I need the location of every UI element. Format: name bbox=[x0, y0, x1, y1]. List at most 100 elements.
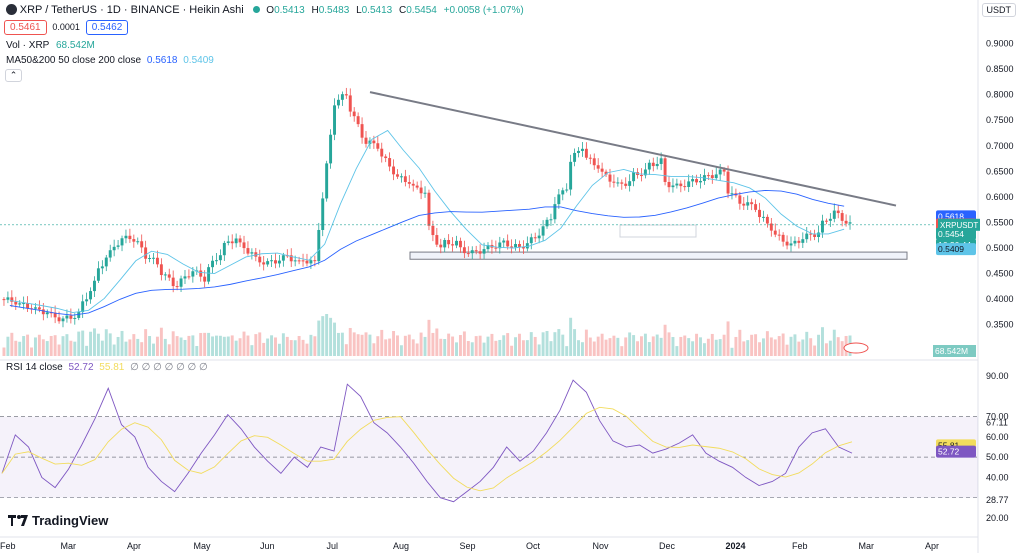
rsi-tick-label: 40.00 bbox=[986, 472, 1009, 482]
candle-body bbox=[270, 260, 274, 262]
candle-body bbox=[679, 183, 683, 187]
price-tick-label: 0.6000 bbox=[986, 192, 1014, 202]
volume-bar bbox=[344, 344, 348, 356]
price-tick-label: 0.9000 bbox=[986, 39, 1014, 49]
volume-bar bbox=[199, 332, 203, 356]
candle-body bbox=[553, 204, 557, 220]
candle-body bbox=[81, 301, 85, 313]
candle-body bbox=[832, 210, 836, 219]
volume-bar bbox=[396, 335, 399, 356]
volume-bar bbox=[821, 327, 824, 356]
volume-bar bbox=[234, 340, 238, 356]
candle-body bbox=[462, 247, 466, 254]
buy-button[interactable]: 0.5462 bbox=[85, 20, 129, 35]
volume-bar bbox=[226, 336, 230, 356]
candle-body bbox=[663, 158, 667, 182]
candle-body bbox=[61, 318, 65, 322]
ohlc-close: 0.5454 bbox=[406, 5, 437, 16]
volume-bar bbox=[439, 338, 443, 356]
candle-body bbox=[608, 174, 612, 182]
volume-bar bbox=[761, 338, 765, 356]
volume-bar bbox=[6, 336, 10, 356]
candle-body bbox=[309, 260, 313, 264]
price-tick-label: 0.4000 bbox=[986, 294, 1014, 304]
symbol-title[interactable]: XRP / TetherUS · 1D · BINANCE · Heikin A… bbox=[19, 4, 244, 16]
candle-body bbox=[171, 277, 175, 287]
candle-body bbox=[73, 317, 77, 319]
candle-body bbox=[207, 267, 211, 282]
volume-bar bbox=[706, 338, 710, 356]
volume-bar bbox=[742, 341, 746, 356]
volume-bar bbox=[824, 343, 828, 356]
volume-bar bbox=[573, 329, 577, 356]
candle-body bbox=[104, 257, 108, 267]
candle-body bbox=[785, 241, 789, 246]
volume-bar bbox=[683, 335, 687, 356]
candle-body bbox=[584, 148, 588, 158]
candle-body bbox=[112, 246, 116, 251]
candle-body bbox=[218, 255, 222, 261]
candle-body bbox=[96, 268, 100, 281]
candle-body bbox=[671, 185, 675, 188]
tradingview-logo[interactable]: TradingView bbox=[8, 513, 108, 528]
candle-body bbox=[376, 143, 380, 149]
volume-bar bbox=[553, 332, 557, 356]
candle-body bbox=[85, 299, 89, 302]
volume-bar bbox=[584, 329, 588, 356]
candle-body bbox=[533, 237, 537, 239]
currency-button[interactable]: USDT bbox=[981, 3, 1016, 17]
ma-legend[interactable]: MA50&200 50 close 200 close 0.5618 0.540… bbox=[6, 55, 214, 66]
volume-bar bbox=[144, 329, 148, 356]
candle-body bbox=[124, 235, 128, 239]
candle-body bbox=[510, 246, 514, 248]
volume-bar bbox=[502, 335, 506, 356]
volume-bar bbox=[380, 329, 384, 356]
rsi-legend[interactable]: RSI 14 close 52.72 55.81 ∅ ∅ ∅ ∅ ∅ ∅ ∅ bbox=[6, 362, 208, 373]
sell-button[interactable]: 0.5461 bbox=[4, 20, 47, 35]
ma50-line bbox=[9, 129, 845, 313]
candle-body bbox=[557, 194, 561, 205]
candle-body bbox=[651, 162, 655, 167]
volume-bar bbox=[336, 332, 340, 356]
volume-bar bbox=[238, 338, 242, 356]
volume-bar bbox=[699, 337, 702, 356]
volume-bar bbox=[561, 334, 565, 356]
candle-body bbox=[364, 137, 368, 144]
candle-body bbox=[521, 246, 525, 249]
volume-bar bbox=[718, 339, 722, 356]
volume-bar bbox=[171, 331, 175, 356]
candle-body bbox=[643, 169, 647, 176]
volume-bar bbox=[832, 329, 836, 356]
volume-bar bbox=[482, 342, 486, 356]
volume-bar bbox=[640, 336, 643, 356]
candle-body bbox=[411, 183, 415, 186]
candle-body bbox=[813, 234, 817, 237]
collapse-legend-button[interactable]: ⌃ bbox=[5, 69, 22, 82]
volume-legend[interactable]: Vol · XRP 68.542M bbox=[6, 40, 95, 51]
candle-body bbox=[647, 162, 651, 170]
volume-bar bbox=[242, 331, 246, 356]
volume-bar bbox=[277, 343, 281, 356]
volume-bar bbox=[175, 336, 179, 356]
volume-bar bbox=[195, 345, 199, 356]
candle-body bbox=[683, 186, 687, 188]
support-zone bbox=[409, 251, 908, 260]
volume-bar bbox=[61, 336, 65, 356]
symbol-icon bbox=[6, 4, 17, 15]
candle-body bbox=[211, 260, 214, 268]
volume-bar bbox=[18, 341, 22, 356]
candle-body bbox=[781, 234, 785, 242]
candle-body bbox=[596, 165, 600, 169]
rsi-tick-label: 67.11 bbox=[986, 417, 1008, 427]
volume-bar bbox=[403, 335, 407, 356]
volume-bar bbox=[431, 332, 435, 356]
candle-body bbox=[116, 245, 120, 247]
candle-body bbox=[22, 303, 26, 305]
volume-bar bbox=[254, 334, 258, 356]
volume-bar bbox=[215, 335, 218, 356]
price-tick-label: 0.4500 bbox=[986, 269, 1014, 279]
candle-body bbox=[136, 241, 140, 243]
candle-body bbox=[824, 220, 828, 222]
candle-body bbox=[203, 276, 207, 282]
